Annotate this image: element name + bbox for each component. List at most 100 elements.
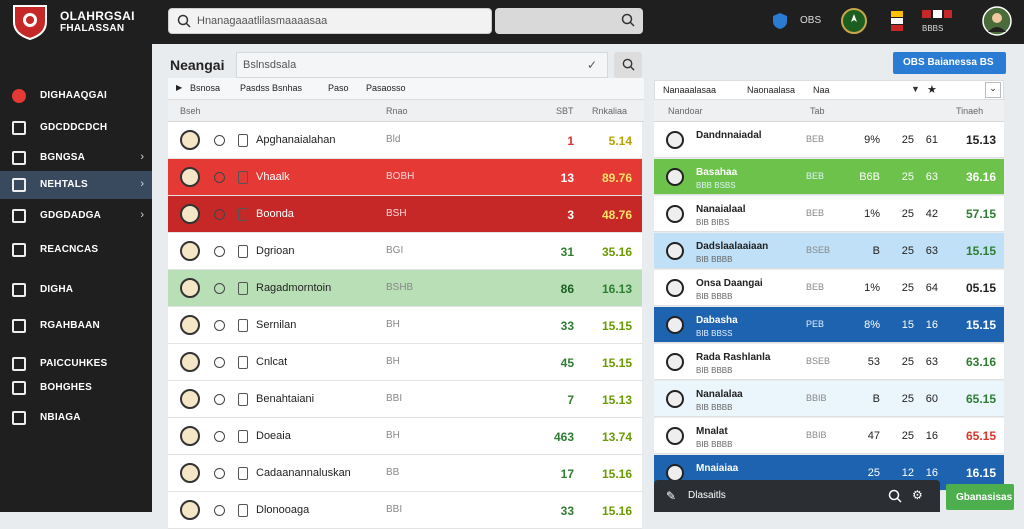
team-name: Cnlcat: [256, 356, 288, 368]
user-label[interactable]: OBS: [800, 15, 822, 26]
stat-value: 42: [925, 208, 938, 220]
rank-value: 17: [560, 467, 574, 481]
column-header[interactable]: SBT: [556, 106, 574, 116]
column-header[interactable]: Rnkaliaa: [592, 106, 628, 116]
club-crest-logo[interactable]: [10, 4, 50, 40]
shield-icon: [238, 356, 248, 369]
filter-tab[interactable]: Paso: [328, 83, 349, 93]
search-box[interactable]: Hnanagaaatlilasmaaaasaa: [168, 8, 492, 34]
filter-tab[interactable]: Bsnosa: [190, 83, 221, 93]
team-code: BEB: [806, 171, 825, 181]
secondary-search[interactable]: [495, 8, 643, 34]
avatar[interactable]: [982, 6, 1012, 36]
shield-icon: [238, 319, 248, 332]
sidebar-item[interactable]: PAICCUHKES: [0, 350, 152, 378]
check-icon[interactable]: ✓: [586, 58, 597, 72]
column-header[interactable]: Tab: [810, 106, 825, 116]
sidebar-item[interactable]: RGAHBAAN: [0, 312, 152, 340]
table-row[interactable]: Nanalalaa BIB BBBB BBIB B 25 60 65.15: [654, 381, 1004, 417]
team-code: Bld: [386, 134, 401, 145]
table-row[interactable]: Cadaanannaluskan BB 17 15.16: [168, 455, 642, 492]
green-action-button[interactable]: Gbanasisas: [946, 484, 1014, 510]
gear-icon[interactable]: ⚙: [912, 488, 923, 502]
team-code: PEB: [806, 319, 825, 329]
chevron-right-icon[interactable]: ›: [140, 151, 144, 163]
chevron-right-icon[interactable]: ›: [140, 178, 144, 190]
table-row[interactable]: Onsa Daangai BIB BBBB BEB 1% 25 64 05.15: [654, 270, 1004, 306]
star-icon[interactable]: ★: [927, 84, 937, 96]
column-header[interactable]: Rnao: [386, 106, 408, 116]
table-row[interactable]: Ragadmorntoin BSHB 86 16.13: [168, 270, 642, 307]
team-code: BEB: [806, 282, 825, 292]
table-row[interactable]: Dandnnaiadal BEB 9% 25 61 15.13: [654, 122, 1004, 158]
table-row[interactable]: Dadslaalaaiaan BIB BBBB BSEB B 25 63 15.15: [654, 233, 1004, 269]
team-name: Doeaia: [256, 430, 291, 442]
team-crest-icon: [180, 241, 200, 261]
filter-tab[interactable]: Pasdss Bsnhas: [240, 83, 303, 93]
table-row[interactable]: Basahaa BBB BSBS BEB B6B 25 63 36.16: [654, 159, 1004, 195]
dropdown-icon[interactable]: ▼: [911, 84, 920, 94]
table-row[interactable]: Mnaiaiaa 25 12 16 16.15: [654, 455, 1004, 491]
sidebar-item-label: PAICCUHKES: [40, 358, 108, 369]
table-row[interactable]: Dabasha BIB BBSS PEB 8% 15 16 15.15: [654, 307, 1004, 343]
odds-value: 35.16: [601, 245, 632, 259]
odds-value: 89.76: [601, 171, 632, 185]
badge-icon[interactable]: [840, 7, 868, 35]
column-header[interactable]: Nandoar: [668, 106, 703, 116]
sidebar-item[interactable]: BOHGHES: [0, 374, 152, 402]
sidebar-item[interactable]: DIGHA: [0, 276, 152, 304]
search-icon[interactable]: [888, 489, 902, 503]
rank-value: 13: [560, 171, 574, 185]
sidebar-item[interactable]: NEHTALS ›: [0, 171, 152, 199]
expand-icon[interactable]: ▶: [176, 83, 183, 92]
table-row[interactable]: Nanaialaal BIB BIBS BEB 1% 25 42 57.15: [654, 196, 1004, 232]
shield-icon: [238, 430, 248, 443]
column-header[interactable]: Tinaeh: [956, 106, 984, 116]
chevron-right-icon[interactable]: ›: [140, 209, 144, 221]
search-button[interactable]: [614, 52, 642, 78]
filter-tab[interactable]: Naonaalasa: [747, 85, 796, 95]
sidebar-item-label: BGNGSA: [40, 152, 86, 163]
search-icon[interactable]: [621, 13, 635, 27]
table-row[interactable]: Cnlcat BH 45 15.15: [168, 344, 642, 381]
table-row[interactable]: Dlonooaga BBI 33 15.16: [168, 492, 642, 529]
table-row[interactable]: Vhaalk BOBH 13 89.76: [168, 159, 642, 196]
table-row[interactable]: Apghanaialahan Bld 1 5.14: [168, 122, 642, 159]
sidebar-item-label: NEHTALS: [40, 179, 88, 190]
rank-value: 463: [553, 430, 574, 444]
stat-value: 63: [925, 171, 938, 183]
team-name: Vhaalk: [256, 171, 290, 183]
table-row[interactable]: Dgrioan BGI 31 35.16: [168, 233, 642, 270]
sidebar-item[interactable]: BGNGSA ›: [0, 144, 152, 172]
odds-value: 15.15: [601, 319, 632, 333]
stat-value: 16: [925, 467, 938, 479]
search-input[interactable]: Hnanagaaatlilasmaaaasaa: [197, 15, 328, 27]
chevron-down-icon[interactable]: ⌄: [985, 82, 1001, 98]
table-row[interactable]: Rada Rashlanla BIB BBBB BSEB 53 25 63 63.16: [654, 344, 1004, 380]
panel-title: Neangai: [170, 57, 225, 73]
thumbs-up-icon: [12, 151, 26, 165]
table-row[interactable]: Sernilan BH 33 15.15: [168, 307, 642, 344]
column-header[interactable]: Bseh: [180, 106, 201, 116]
sidebar-item[interactable]: GDGDADGA ›: [0, 202, 152, 230]
table-row[interactable]: Mnalat BIB BBBB BBIB 47 25 16 65.15: [654, 418, 1004, 454]
stat-value: 25: [901, 134, 914, 146]
shield-icon[interactable]: [772, 12, 788, 30]
table-row[interactable]: Doeaia BH 463 13.74: [168, 418, 642, 455]
table-row[interactable]: Boonda BSH 3 48.76: [168, 196, 642, 233]
sidebar-item[interactable]: REACNCAS: [0, 236, 152, 264]
filter-tab[interactable]: Naa: [813, 85, 830, 95]
sidebar-item[interactable]: NBIAGA: [0, 404, 152, 432]
action-button[interactable]: OBS Baianessa BS: [893, 52, 1006, 74]
stat-value: B: [872, 393, 880, 405]
filter-tab[interactable]: Nanaaalasaa: [663, 85, 717, 95]
sidebar-item[interactable]: DIGHAAQGAI: [0, 82, 152, 110]
ball-icon: [214, 172, 225, 183]
stat-value: 1%: [864, 282, 880, 294]
panel-search-input[interactable]: Bslnsdsala ✓: [236, 52, 608, 78]
filter-tab[interactable]: Pasaosso: [366, 83, 406, 93]
team-code: BH: [386, 356, 400, 367]
edit-icon[interactable]: ✎: [666, 489, 677, 503]
table-row[interactable]: Benahtaiani BBI 7 15.13: [168, 381, 642, 418]
sidebar-item[interactable]: GDCDDCDCH: [0, 114, 152, 142]
